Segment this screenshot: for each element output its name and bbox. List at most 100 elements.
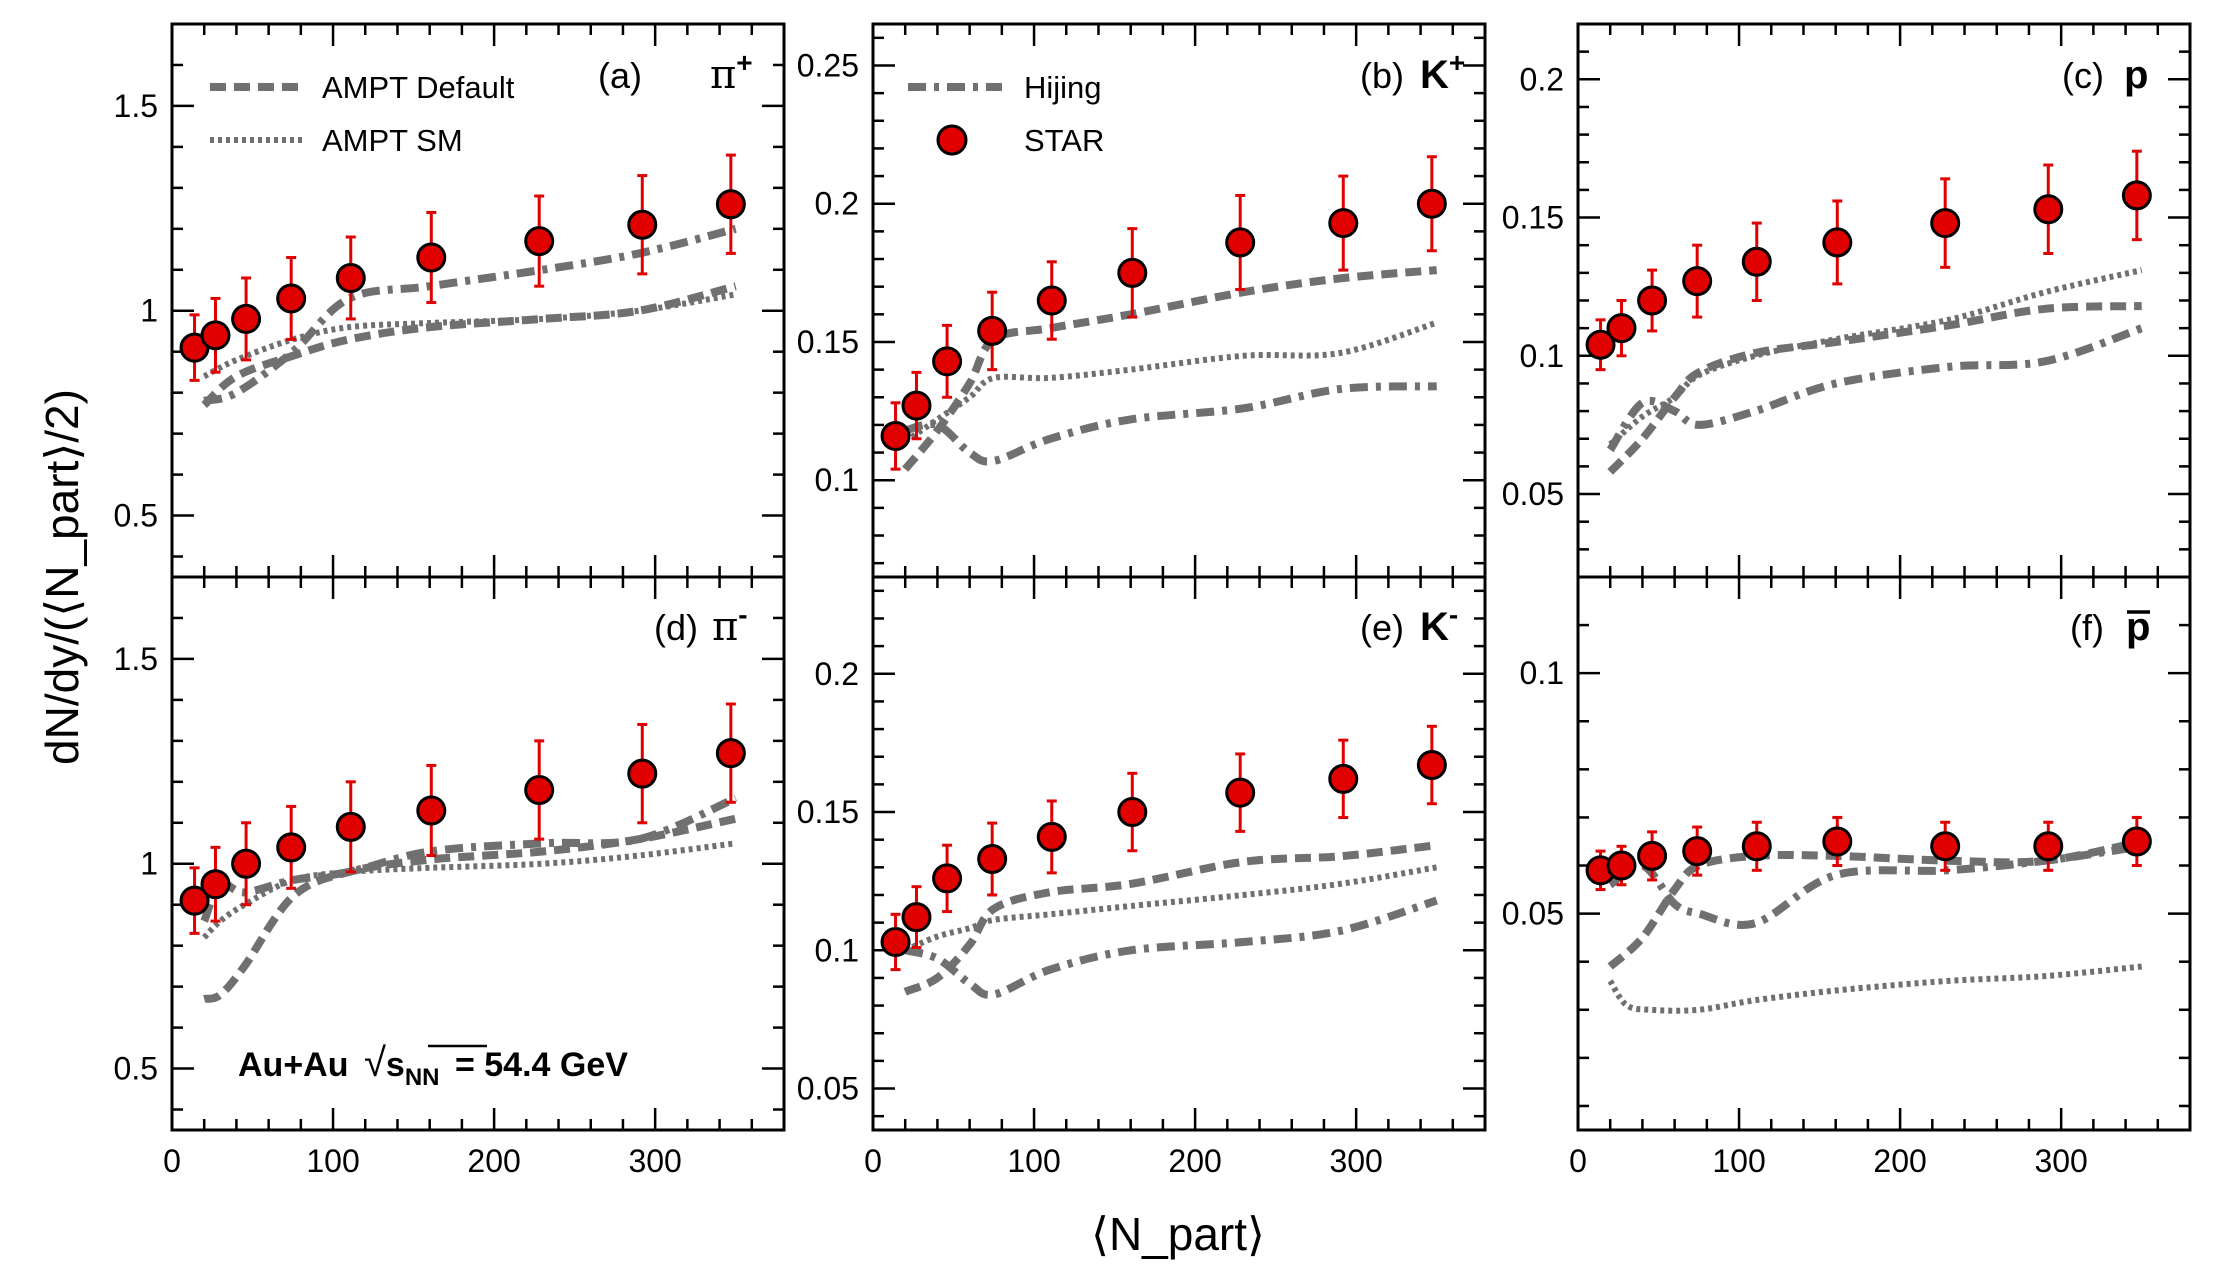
star-point bbox=[200, 320, 231, 351]
series-ampt-sm-line bbox=[903, 319, 1438, 444]
star-point bbox=[977, 844, 1008, 875]
star-point bbox=[276, 832, 307, 863]
star-point bbox=[627, 209, 658, 240]
panel-b-curves bbox=[902, 266, 1438, 472]
y-tick-label: 0.15 bbox=[1502, 200, 1564, 236]
panel-e-label: (e) bbox=[1360, 607, 1404, 648]
series-ampt-default-line bbox=[1607, 302, 2142, 475]
x-tick-label: 300 bbox=[1329, 1143, 1382, 1179]
star-point bbox=[335, 262, 366, 293]
series-ampt-default-line bbox=[903, 841, 1438, 996]
y-tick-label: 0.15 bbox=[797, 794, 859, 830]
star-point bbox=[1416, 188, 1447, 219]
star-point bbox=[932, 346, 963, 377]
x-tick-label: 100 bbox=[306, 1143, 359, 1179]
y-tick-label: 0.1 bbox=[1520, 338, 1564, 374]
series-hijing-line bbox=[1606, 324, 2144, 453]
star-point bbox=[2121, 180, 2152, 211]
panel-c-frame bbox=[1576, 22, 2192, 579]
star-point bbox=[1741, 831, 1772, 862]
star-point bbox=[1637, 285, 1668, 316]
star-point bbox=[2033, 831, 2064, 862]
panel-b-plot: 0.1 0.15 0.2 0.25 bbox=[797, 22, 1487, 579]
x-tick-label: 0 bbox=[864, 1143, 882, 1179]
series-ampt-sm-line bbox=[1608, 267, 2143, 447]
panel-f-curves bbox=[1607, 837, 2143, 1014]
star-point bbox=[977, 315, 1008, 346]
legend-ampt: AMPT Default AMPT SM bbox=[210, 70, 515, 158]
star-point bbox=[880, 420, 911, 451]
panel-c-curves bbox=[1606, 267, 2144, 475]
star-point bbox=[1606, 850, 1637, 881]
y-tick-label: 1 bbox=[140, 293, 158, 329]
star-point bbox=[880, 926, 911, 957]
x-tick-label: 300 bbox=[2034, 1143, 2087, 1179]
star-point bbox=[715, 189, 746, 220]
x-tick-label: 200 bbox=[1168, 1143, 1221, 1179]
collision-system-label: Au+Au √sNN = 54.4 GeV bbox=[238, 1041, 628, 1093]
y-tick-label: 0.05 bbox=[1502, 476, 1564, 512]
star-point bbox=[715, 738, 746, 769]
x-tick-label: 200 bbox=[467, 1143, 520, 1179]
star-point bbox=[1117, 257, 1148, 288]
panel-e-plot: 0 100 200 300 0.05 0.1 0.15 0.2 bbox=[797, 575, 1487, 1179]
x-axis-title: ⟨N_part⟩ bbox=[1091, 1208, 1265, 1260]
x-tick-label: 200 bbox=[1873, 1143, 1926, 1179]
panel-c-label: (c) bbox=[2062, 55, 2104, 96]
star-point bbox=[901, 390, 932, 421]
panel-d-particle: π- bbox=[712, 599, 748, 650]
series-ampt-default-line bbox=[902, 266, 1438, 472]
panel-e-curves bbox=[903, 841, 1438, 999]
panel-f-label: (f) bbox=[2070, 607, 2104, 648]
legend-models: Hijing STAR bbox=[908, 70, 1104, 158]
panel-d-plot: 0 100 200 300 0.5 1 1.5 bbox=[114, 575, 786, 1179]
star-point bbox=[1822, 227, 1853, 258]
star-point bbox=[1328, 208, 1359, 239]
y-tick-label: 0.2 bbox=[815, 186, 859, 222]
series-ampt-sm-line bbox=[202, 840, 737, 940]
star-point bbox=[2033, 194, 2064, 225]
x-tick-label: 100 bbox=[1007, 1143, 1060, 1179]
star-point bbox=[1416, 750, 1447, 781]
legend-star-label: STAR bbox=[1024, 123, 1104, 158]
panel-f-plot: 0 100 200 300 0.05 0.1 bbox=[1502, 575, 2192, 1179]
y-tick-label: 1 bbox=[140, 846, 158, 882]
star-point bbox=[1930, 831, 1961, 862]
star-point bbox=[1036, 821, 1067, 852]
series-hijing-line bbox=[904, 382, 1437, 466]
y-tick-label: 0.5 bbox=[114, 1051, 158, 1087]
panel-b-label: (b) bbox=[1360, 55, 1404, 96]
star-point bbox=[1036, 285, 1067, 316]
series-hijing-line bbox=[1607, 842, 2143, 929]
star-point bbox=[416, 795, 447, 826]
star-point bbox=[335, 811, 366, 842]
panel-c: 0.05 0.1 0.15 0.2 (c) p bbox=[1502, 22, 2192, 579]
series-ampt-sm-line bbox=[202, 291, 737, 379]
star-point bbox=[1117, 797, 1148, 828]
y-tick-label: 0.05 bbox=[1502, 896, 1564, 932]
panel-c-particle: p bbox=[2124, 53, 2148, 97]
panel-d-curves bbox=[200, 794, 738, 1003]
panel-b: 0.1 0.15 0.2 0.25 (b) K+ bbox=[797, 22, 1487, 579]
x-tick-label: 0 bbox=[1569, 1143, 1587, 1179]
star-point bbox=[1585, 329, 1616, 360]
star-point bbox=[627, 758, 658, 789]
legend-ampt-default-label: AMPT Default bbox=[322, 70, 515, 105]
y-tick-label: 1.5 bbox=[114, 641, 158, 677]
star-point bbox=[1225, 777, 1256, 808]
star-point bbox=[1822, 826, 1853, 857]
y-axis-title: dN/dy/(⟨N_part⟩/2) bbox=[36, 389, 88, 765]
y-tick-label: 0.1 bbox=[815, 462, 859, 498]
legend-ampt-sm-label: AMPT SM bbox=[322, 123, 463, 158]
star-point bbox=[524, 775, 555, 806]
star-point bbox=[231, 303, 262, 334]
y-tick-label: 0.25 bbox=[797, 47, 859, 83]
series-ampt-sm-line bbox=[1607, 963, 2142, 1014]
panel-c-plot: 0.05 0.1 0.15 0.2 bbox=[1502, 22, 2192, 579]
legend-hijing-label: Hijing bbox=[1024, 70, 1102, 105]
legend-star-marker bbox=[936, 124, 968, 156]
series-ampt-default-line bbox=[1607, 837, 2143, 970]
star-point bbox=[1682, 266, 1713, 297]
star-point bbox=[276, 283, 307, 314]
panel-b-frame bbox=[871, 22, 1487, 579]
